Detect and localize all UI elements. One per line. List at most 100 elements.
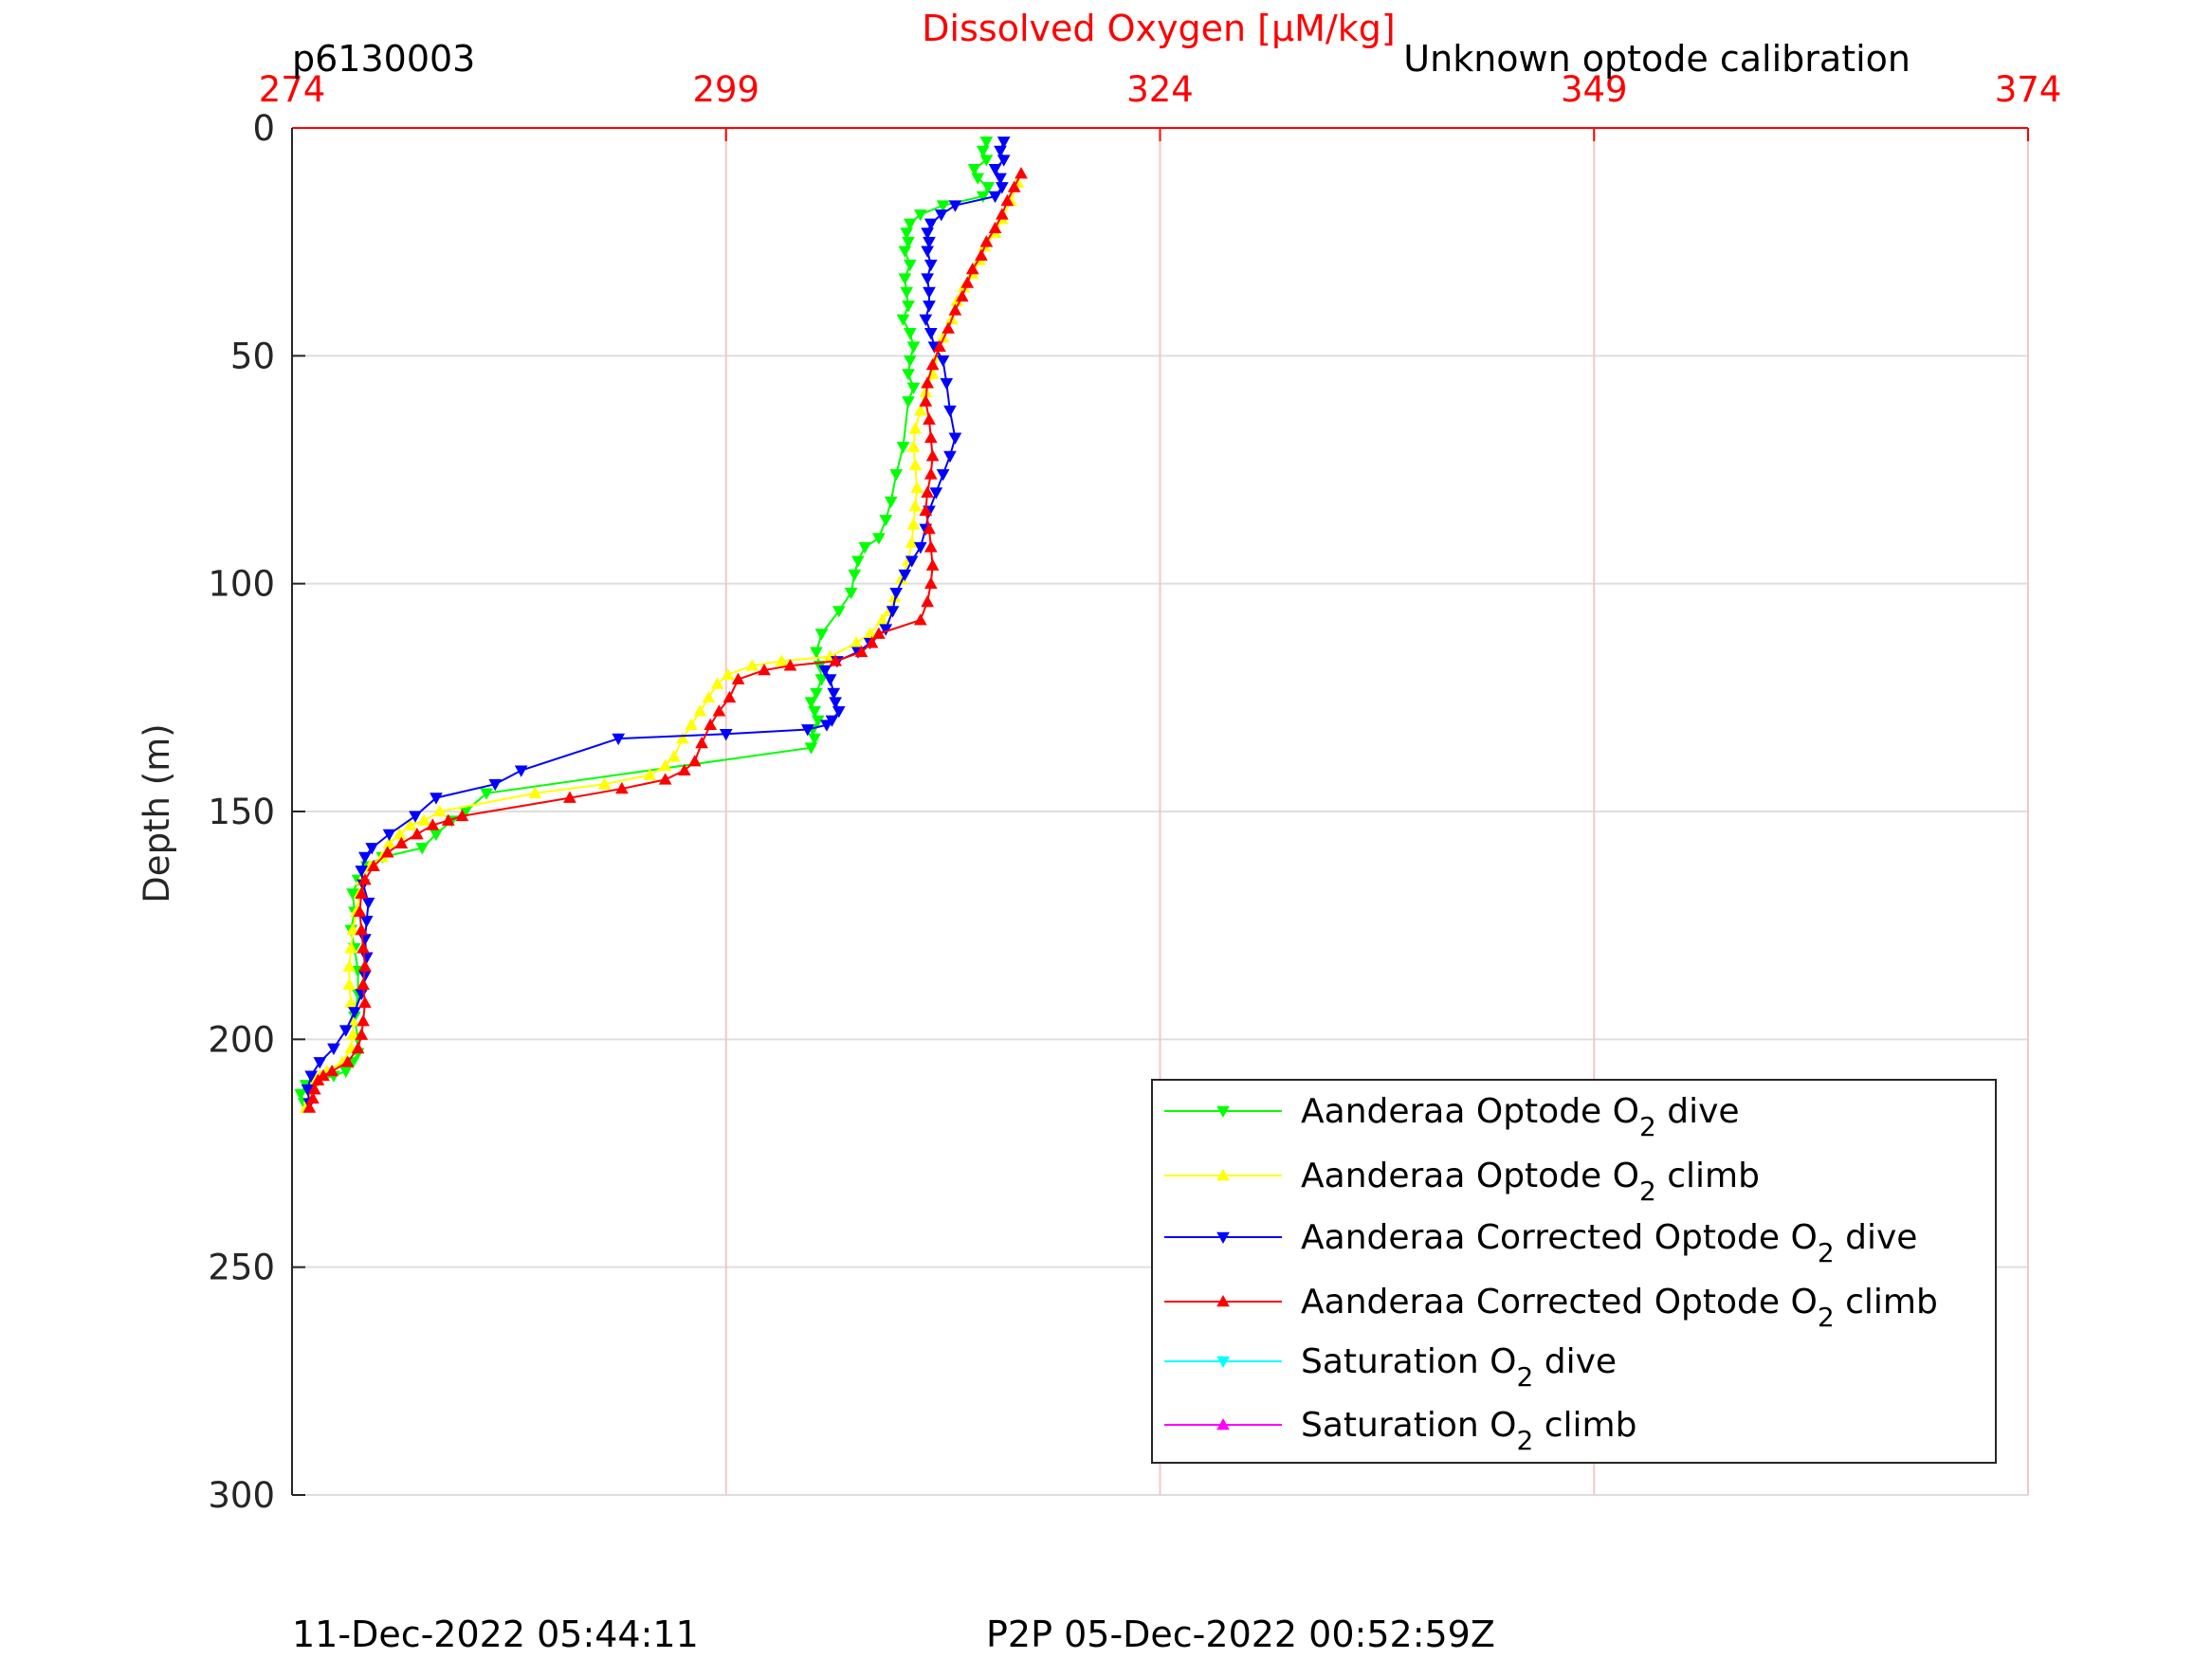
data-point (358, 995, 372, 1009)
data-point (382, 829, 396, 842)
data-point (827, 687, 841, 701)
data-point (910, 481, 924, 494)
data-point (872, 533, 886, 545)
data-point (712, 704, 726, 717)
data-point (612, 733, 626, 746)
legend: Aanderaa Optode O2 dive Aanderaa Optode O… (1151, 1079, 1997, 1464)
data-point (719, 728, 733, 741)
axes: 0 50 100 150 200 250 300 274 299 324 349 374 (208, 69, 2061, 1516)
data-point (934, 210, 948, 222)
data-point (301, 1084, 315, 1097)
data-point (367, 859, 380, 871)
data-point (302, 1101, 317, 1113)
data-point (488, 778, 503, 792)
y-tick-label: 200 (208, 1019, 275, 1060)
data-point (925, 449, 940, 462)
data-point (346, 888, 359, 901)
data-point (480, 788, 493, 800)
data-point (994, 173, 1007, 185)
data-point (936, 331, 950, 343)
data-point (979, 137, 994, 149)
data-point (902, 236, 915, 249)
data-point (356, 941, 370, 954)
data-point (884, 496, 898, 509)
data-point (906, 382, 921, 395)
data-point (908, 499, 923, 512)
data-point (702, 690, 716, 703)
data-point (393, 828, 407, 840)
data-point (358, 959, 372, 972)
legend-label: Aanderaa Corrected Optode O2 dive (1301, 1218, 1917, 1268)
data-point (921, 485, 934, 498)
data-point (941, 321, 955, 334)
data-point (906, 518, 921, 530)
data-point (361, 897, 375, 910)
data-point (923, 218, 938, 230)
legend-swatch-marker (1216, 1294, 1230, 1307)
data-point (722, 690, 737, 703)
data-point (346, 922, 359, 936)
data-point (818, 665, 832, 678)
legend-label: Aanderaa Optode O2 climb (1301, 1157, 1760, 1207)
data-point (1015, 167, 1028, 179)
data-point (528, 786, 542, 799)
data-point (667, 750, 681, 762)
data-point (340, 1055, 355, 1067)
data-point (844, 587, 858, 600)
data-point (923, 259, 938, 272)
data-point (996, 137, 1011, 149)
data-point (325, 1064, 338, 1077)
data-point (923, 540, 938, 553)
data-point (996, 208, 1009, 220)
data-point (851, 556, 865, 568)
data-point (820, 720, 833, 732)
data-point (783, 659, 797, 671)
data-point (342, 959, 356, 972)
data-point (346, 1028, 359, 1040)
data-point (996, 155, 1011, 167)
data-point (975, 248, 988, 261)
data-point (994, 145, 1007, 158)
data-point (988, 221, 1002, 234)
grid-lines (292, 128, 2029, 1496)
legend-box (1151, 1079, 1997, 1464)
data-point (823, 674, 837, 686)
data-point (409, 811, 422, 823)
x-tick-label: 299 (692, 69, 759, 110)
data-point (902, 369, 915, 381)
calibration-note: Unknown optode calibration (1403, 38, 1910, 80)
data-point (441, 813, 455, 826)
data-point (886, 606, 900, 618)
data-point (919, 394, 933, 407)
data-point (800, 724, 814, 737)
legend-entry: Saturation O2 dive (1164, 1342, 1617, 1393)
data-point (913, 541, 927, 555)
data-point (426, 818, 440, 830)
data-point (913, 210, 927, 222)
data-point (925, 558, 940, 571)
data-point (829, 654, 842, 666)
data-point (695, 736, 708, 749)
data-point (936, 469, 950, 482)
data-point (955, 289, 969, 302)
chart-title: Dissolved Oxygen [μM/kg] (922, 8, 1395, 49)
data-point (971, 173, 985, 185)
data-point (685, 718, 698, 730)
data-point (358, 851, 372, 865)
data-point (597, 777, 612, 790)
data-point (804, 697, 818, 709)
data-point (889, 587, 904, 600)
data-point (854, 645, 868, 658)
data-point (903, 259, 917, 272)
data-point (353, 904, 367, 918)
legend-entry: Aanderaa Corrected Optode O2 dive (1164, 1218, 1917, 1268)
data-point (721, 667, 735, 681)
x-tick-label: 274 (259, 69, 326, 110)
data-point (814, 629, 829, 641)
data-point (906, 341, 921, 354)
data-point (676, 732, 689, 744)
data-point (905, 556, 919, 568)
data-point (921, 246, 934, 258)
legend-entry: Saturation O2 climb (1164, 1406, 1636, 1456)
